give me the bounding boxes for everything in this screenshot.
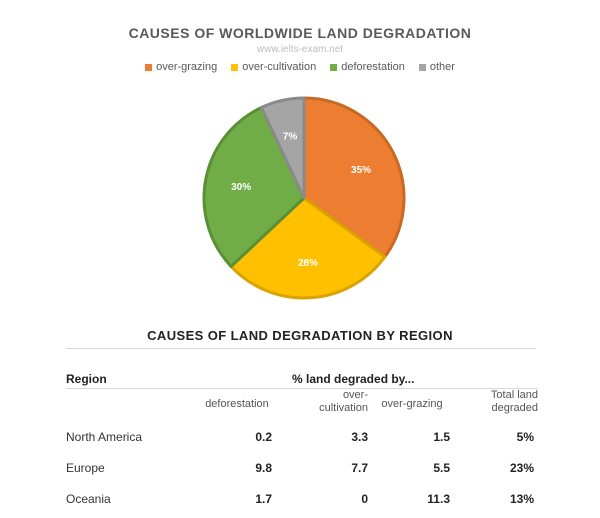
cell-total: 23% (509, 461, 534, 475)
table-header-row: Region % land degraded by... (66, 360, 538, 389)
legend-swatch (145, 63, 153, 71)
cell-over-cultivation: 3.3 (351, 430, 368, 444)
cell-over-cultivation: 0 (361, 492, 368, 506)
pie-slice-label: 28% (298, 258, 318, 269)
region-name: Oceania (66, 492, 111, 506)
pie-slice-other (259, 96, 306, 200)
legend-item-over-cultivation: over-cultivation (231, 61, 316, 73)
legend-label: other (429, 61, 455, 73)
pie-chart: 35% 28% 30% 7% (202, 96, 406, 300)
pie-slice-label: 7% (283, 132, 298, 143)
title-divider (66, 348, 536, 349)
cell-over-grazing: 1.5 (433, 430, 450, 444)
legend-label: deforestation (341, 61, 405, 73)
col-header-total: Total land degraded (462, 389, 538, 415)
region-column-header: Region (66, 372, 107, 386)
cell-deforestation: 9.8 (255, 461, 272, 475)
cell-deforestation: 0.2 (255, 430, 272, 444)
pie-slice-label: 30% (231, 182, 251, 193)
watermark: www.ielts-exam.net (256, 44, 344, 55)
cell-over-cultivation: 7.7 (351, 461, 368, 475)
cell-over-grazing: 11.3 (427, 492, 450, 506)
pie-slice-over-cultivation (229, 196, 387, 300)
table-row: Europe 9.8 7.7 5.5 23% (66, 452, 538, 483)
cell-total: 5% (516, 430, 534, 444)
col-header-line: deforestation (205, 398, 269, 410)
col-header-line: cultivation (319, 402, 368, 414)
group-column-header: % land degraded by... (292, 372, 415, 386)
table-subheader-row: deforestation over- cultivation over-gra… (66, 389, 538, 421)
region-table: Region % land degraded by... deforestati… (66, 360, 538, 514)
region-name: Europe (66, 461, 105, 475)
pie-chart-title: CAUSES OF WORLDWIDE LAND DEGRADATION (128, 25, 472, 41)
cell-over-grazing: 5.5 (433, 461, 450, 475)
table-row: North America 0.2 3.3 1.5 5% (66, 421, 538, 452)
cell-deforestation: 1.7 (255, 492, 272, 506)
region-name: North America (66, 430, 143, 444)
legend-item-other: other (418, 61, 455, 73)
legend-swatch (330, 63, 338, 71)
col-header-over-grazing: over-grazing (372, 398, 452, 411)
legend-item-deforestation: deforestation (330, 61, 405, 73)
col-header-line: Total land (490, 389, 538, 401)
cell-total: 13% (509, 492, 534, 506)
table-row: Oceania 1.7 0 11.3 13% (66, 483, 538, 514)
col-header-line: over-grazing (381, 398, 443, 410)
legend-label: over-cultivation (242, 61, 317, 73)
pie-slice-label: 35% (351, 165, 371, 176)
legend-swatch (231, 63, 239, 71)
legend-item-over-grazing: over-grazing (145, 61, 217, 73)
pie-slice-over-grazing (302, 96, 406, 259)
table-title: CAUSES OF LAND DEGRADATION BY REGION (147, 328, 453, 343)
col-header-over-cultivation: over- cultivation (288, 389, 368, 415)
col-header-line: degraded (491, 402, 539, 414)
col-header-deforestation: deforestation (196, 398, 278, 411)
legend-swatch (418, 63, 426, 71)
pie-legend: over-grazing over-cultivation deforestat… (0, 61, 600, 73)
legend-label: over-grazing (156, 61, 218, 73)
col-header-line: over- (342, 389, 368, 401)
